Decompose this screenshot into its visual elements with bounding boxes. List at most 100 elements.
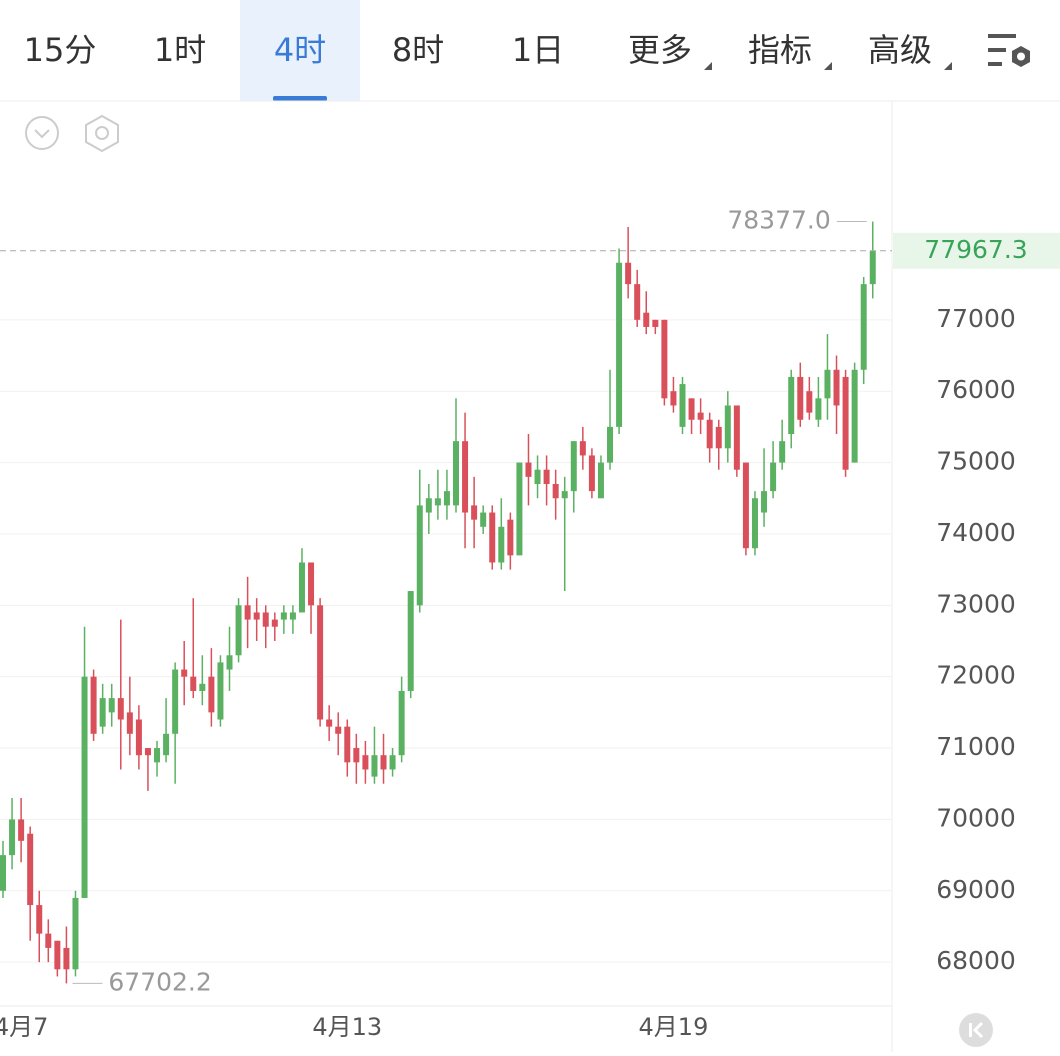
candle: [679, 376, 686, 435]
candle-body: [181, 669, 188, 677]
candle-body: [770, 462, 777, 492]
chart-settings-icon[interactable]: [85, 114, 119, 153]
candle: [607, 369, 614, 470]
last-price-label: 77967.3: [924, 235, 1027, 264]
candle-body: [63, 947, 70, 970]
candle: [144, 748, 151, 791]
candle-body: [788, 376, 795, 435]
candle-body: [797, 376, 804, 420]
candle: [172, 662, 179, 784]
candle-body: [235, 605, 242, 656]
candle-body: [679, 384, 686, 427]
candle-body: [117, 698, 124, 720]
candle: [108, 683, 115, 727]
candle: [806, 376, 813, 420]
candle-body: [561, 491, 568, 499]
candle-body: [72, 897, 79, 970]
candle-body: [534, 469, 541, 484]
tab[interactable]: 更多: [628, 31, 712, 70]
collapse-icon[interactable]: [25, 116, 59, 150]
candle-body: [326, 719, 333, 727]
candle-body: [9, 819, 16, 856]
tab-label: 更多: [628, 31, 692, 69]
icon-hole: [1017, 52, 1025, 61]
icon-hex: [85, 114, 119, 153]
candle: [516, 462, 523, 556]
candle-body: [36, 905, 43, 934]
candle: [625, 227, 632, 299]
candle-body: [27, 833, 34, 906]
candle-body: [163, 733, 170, 756]
icon-circle: [25, 116, 59, 150]
tab[interactable]: 高级: [868, 31, 952, 70]
candle-body: [90, 676, 97, 734]
tab[interactable]: 1日: [512, 31, 564, 69]
candle: [36, 890, 43, 963]
tab[interactable]: 4时: [240, 0, 360, 101]
candle-body: [588, 455, 595, 492]
candle-body: [298, 562, 305, 613]
candle-body: [108, 698, 115, 713]
y-tick-label: 74000: [936, 518, 1016, 547]
tab[interactable]: 1时: [154, 31, 206, 69]
candle: [398, 676, 405, 763]
candle-body: [742, 462, 749, 549]
candle-body: [353, 748, 360, 763]
y-tick-label: 71000: [936, 732, 1016, 761]
tab-label: 1时: [154, 31, 206, 69]
candle: [416, 469, 423, 613]
candle: [588, 448, 595, 499]
candle: [670, 376, 677, 413]
tab[interactable]: 15分: [24, 31, 97, 69]
candle-body: [226, 655, 233, 670]
settings-icon[interactable]: [988, 34, 1030, 67]
y-tick-label: 68000: [936, 946, 1016, 975]
icon-line: [988, 34, 1016, 38]
candle: [81, 626, 88, 898]
candle-body: [45, 933, 52, 948]
candle-body: [434, 498, 441, 506]
candle-body: [135, 719, 142, 756]
candle-body: [579, 441, 586, 456]
candle-body: [425, 498, 432, 513]
candle-body: [860, 284, 867, 370]
plot: 68000 69000 70000 71000 72000 73000 74000 75000…: [0, 206, 1060, 1041]
x-tick-label: 4月13: [312, 1013, 382, 1041]
candle: [480, 505, 487, 534]
candle: [90, 669, 97, 741]
dropdown-caret: [824, 62, 832, 70]
candle: [27, 826, 34, 941]
icon-hole: [95, 126, 109, 140]
tab-label: 1日: [512, 31, 564, 69]
candle: [733, 405, 740, 477]
candle-body: [815, 398, 822, 420]
y-tick-label: 69000: [936, 875, 1016, 904]
candle-body: [99, 698, 106, 727]
candle-body: [661, 319, 668, 399]
candle-body: [806, 391, 813, 413]
y-tick-label: 72000: [936, 661, 1016, 690]
tab[interactable]: 指标: [748, 31, 832, 70]
candle-body: [380, 755, 387, 770]
candle-body: [344, 726, 351, 763]
x-tick-label: 4月19: [639, 1013, 709, 1041]
candle-body: [706, 419, 713, 449]
candle-body: [271, 619, 278, 627]
candle-body: [652, 319, 659, 327]
candle: [199, 655, 206, 706]
tab[interactable]: 8时: [392, 31, 444, 69]
dropdown-caret: [944, 62, 952, 70]
candle-body: [335, 726, 342, 734]
candle: [579, 426, 586, 470]
candle: [661, 319, 668, 406]
candle: [308, 562, 315, 634]
candle: [842, 369, 849, 477]
candle: [751, 491, 758, 556]
candle: [244, 576, 251, 649]
min-label: 67702.2: [108, 967, 211, 996]
candle-body: [507, 519, 514, 556]
scroll-end-button[interactable]: [959, 1013, 993, 1047]
candle-body: [498, 526, 505, 563]
tab-label: 8时: [392, 31, 444, 69]
